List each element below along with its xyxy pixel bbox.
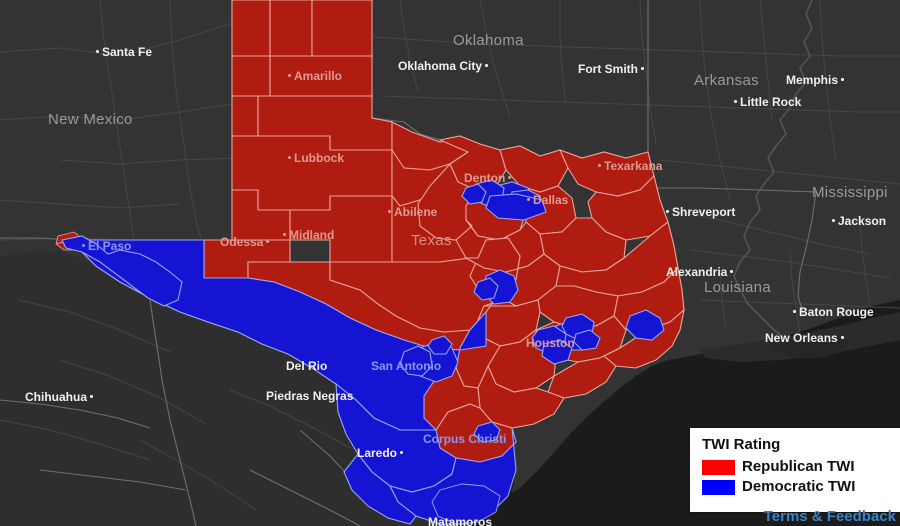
district-blue-elpaso-16 [61, 235, 183, 307]
legend-swatch-republican [702, 459, 735, 475]
legend-item-democratic[interactable]: Democratic TWI [702, 478, 890, 496]
district-blue-laredo-28 [343, 453, 417, 525]
district-blue-rgv-15 [431, 483, 501, 525]
district-blue-dallas-core [485, 193, 547, 221]
louisiana-delta [770, 336, 850, 358]
district-blue-houston-small [573, 329, 601, 351]
mississippi-river [733, 0, 813, 339]
district-blue-galveston-coastal [625, 309, 665, 341]
legend-label-democratic: Democratic TWI [742, 478, 856, 495]
coastal-marsh [700, 312, 900, 362]
district-red-panhandle-ne [311, 0, 373, 57]
mexico-landmass [0, 250, 460, 526]
legend-swatch-democratic [702, 479, 735, 495]
district-blue-sanantonio-35 [399, 345, 433, 377]
district-blue-tarrant-small [461, 183, 487, 205]
district-blue-austin-35 [473, 277, 499, 301]
district-red-dfw-ne-04 [499, 145, 569, 193]
legend-title: TWI Rating [702, 436, 781, 453]
district-blue-sanantonio-small-a [427, 335, 453, 355]
terms-and-feedback-link[interactable]: Terms & Feedback [763, 508, 896, 525]
legend-item-republican[interactable]: Republican TWI [702, 458, 890, 476]
district-red-panhandle-n [269, 0, 313, 57]
district-red-easttx-01 [558, 149, 655, 197]
district-blue-houston-07 [541, 339, 573, 365]
district-red-panhandle-w [231, 55, 271, 97]
legend-label-republican: Republican TWI [742, 458, 855, 475]
district-red-panhandle-c [269, 55, 373, 97]
district-red-panhandle-sw [231, 95, 259, 137]
democratic-districts[interactable] [55, 179, 665, 525]
legend-panel[interactable]: TWI Rating Republican TWI Democratic TWI [690, 428, 900, 512]
district-blue-corpus-sliver [473, 421, 501, 443]
district-red-panhandle-nw [231, 0, 271, 57]
